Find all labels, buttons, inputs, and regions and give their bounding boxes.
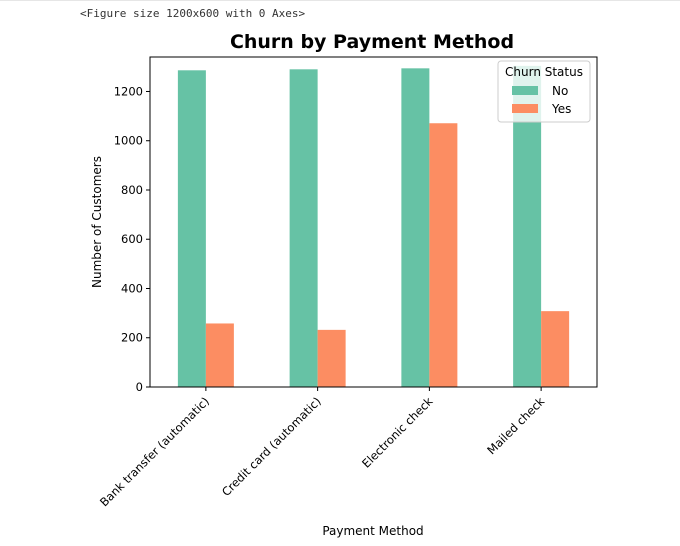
legend-swatch-no: [512, 86, 538, 95]
chart-title: Churn by Payment Method: [230, 31, 514, 53]
x-tick-label: Credit card (automatic): [219, 394, 324, 499]
bar-yes-2: [429, 123, 458, 387]
y-tick-label: 800: [121, 183, 143, 197]
bar-no-2: [401, 68, 430, 387]
bars-group: [177, 65, 570, 388]
x-tick-label: Electronic check: [359, 394, 436, 471]
bar-yes-1: [317, 329, 346, 387]
y-tick-label: 1000: [114, 134, 143, 148]
x-axis: Bank transfer (automatic) Credit card (au…: [97, 387, 547, 509]
bar-no-0: [177, 70, 206, 387]
plot-frame: [149, 56, 598, 388]
y-axis-label: Number of Customers: [90, 156, 104, 288]
x-tick-label: Bank transfer (automatic): [97, 394, 212, 509]
legend-label-no: No: [552, 84, 568, 98]
bar-yes-0: [205, 323, 234, 387]
legend-label-yes: Yes: [551, 102, 571, 116]
y-tick-label: 600: [121, 232, 143, 246]
y-axis: 0 200 400 600 800 1000 1200: [114, 84, 150, 394]
y-tick-label: 200: [121, 331, 143, 345]
y-tick-label: 0: [136, 380, 143, 394]
legend-swatch-yes: [512, 104, 538, 113]
bar-no-1: [289, 69, 318, 388]
legend-title: Churn Status: [505, 65, 583, 79]
cell-top-border: [0, 0, 680, 1]
legend: Churn Status No Yes: [497, 60, 591, 123]
bar-yes-3: [541, 311, 570, 387]
cell-output-text: <Figure size 1200x600 with 0 Axes>: [80, 7, 306, 20]
x-axis-label: Payment Method: [322, 524, 423, 538]
y-tick-label: 400: [121, 281, 143, 295]
x-tick-label: Mailed check: [484, 394, 547, 457]
y-tick-label: 1200: [114, 84, 143, 98]
